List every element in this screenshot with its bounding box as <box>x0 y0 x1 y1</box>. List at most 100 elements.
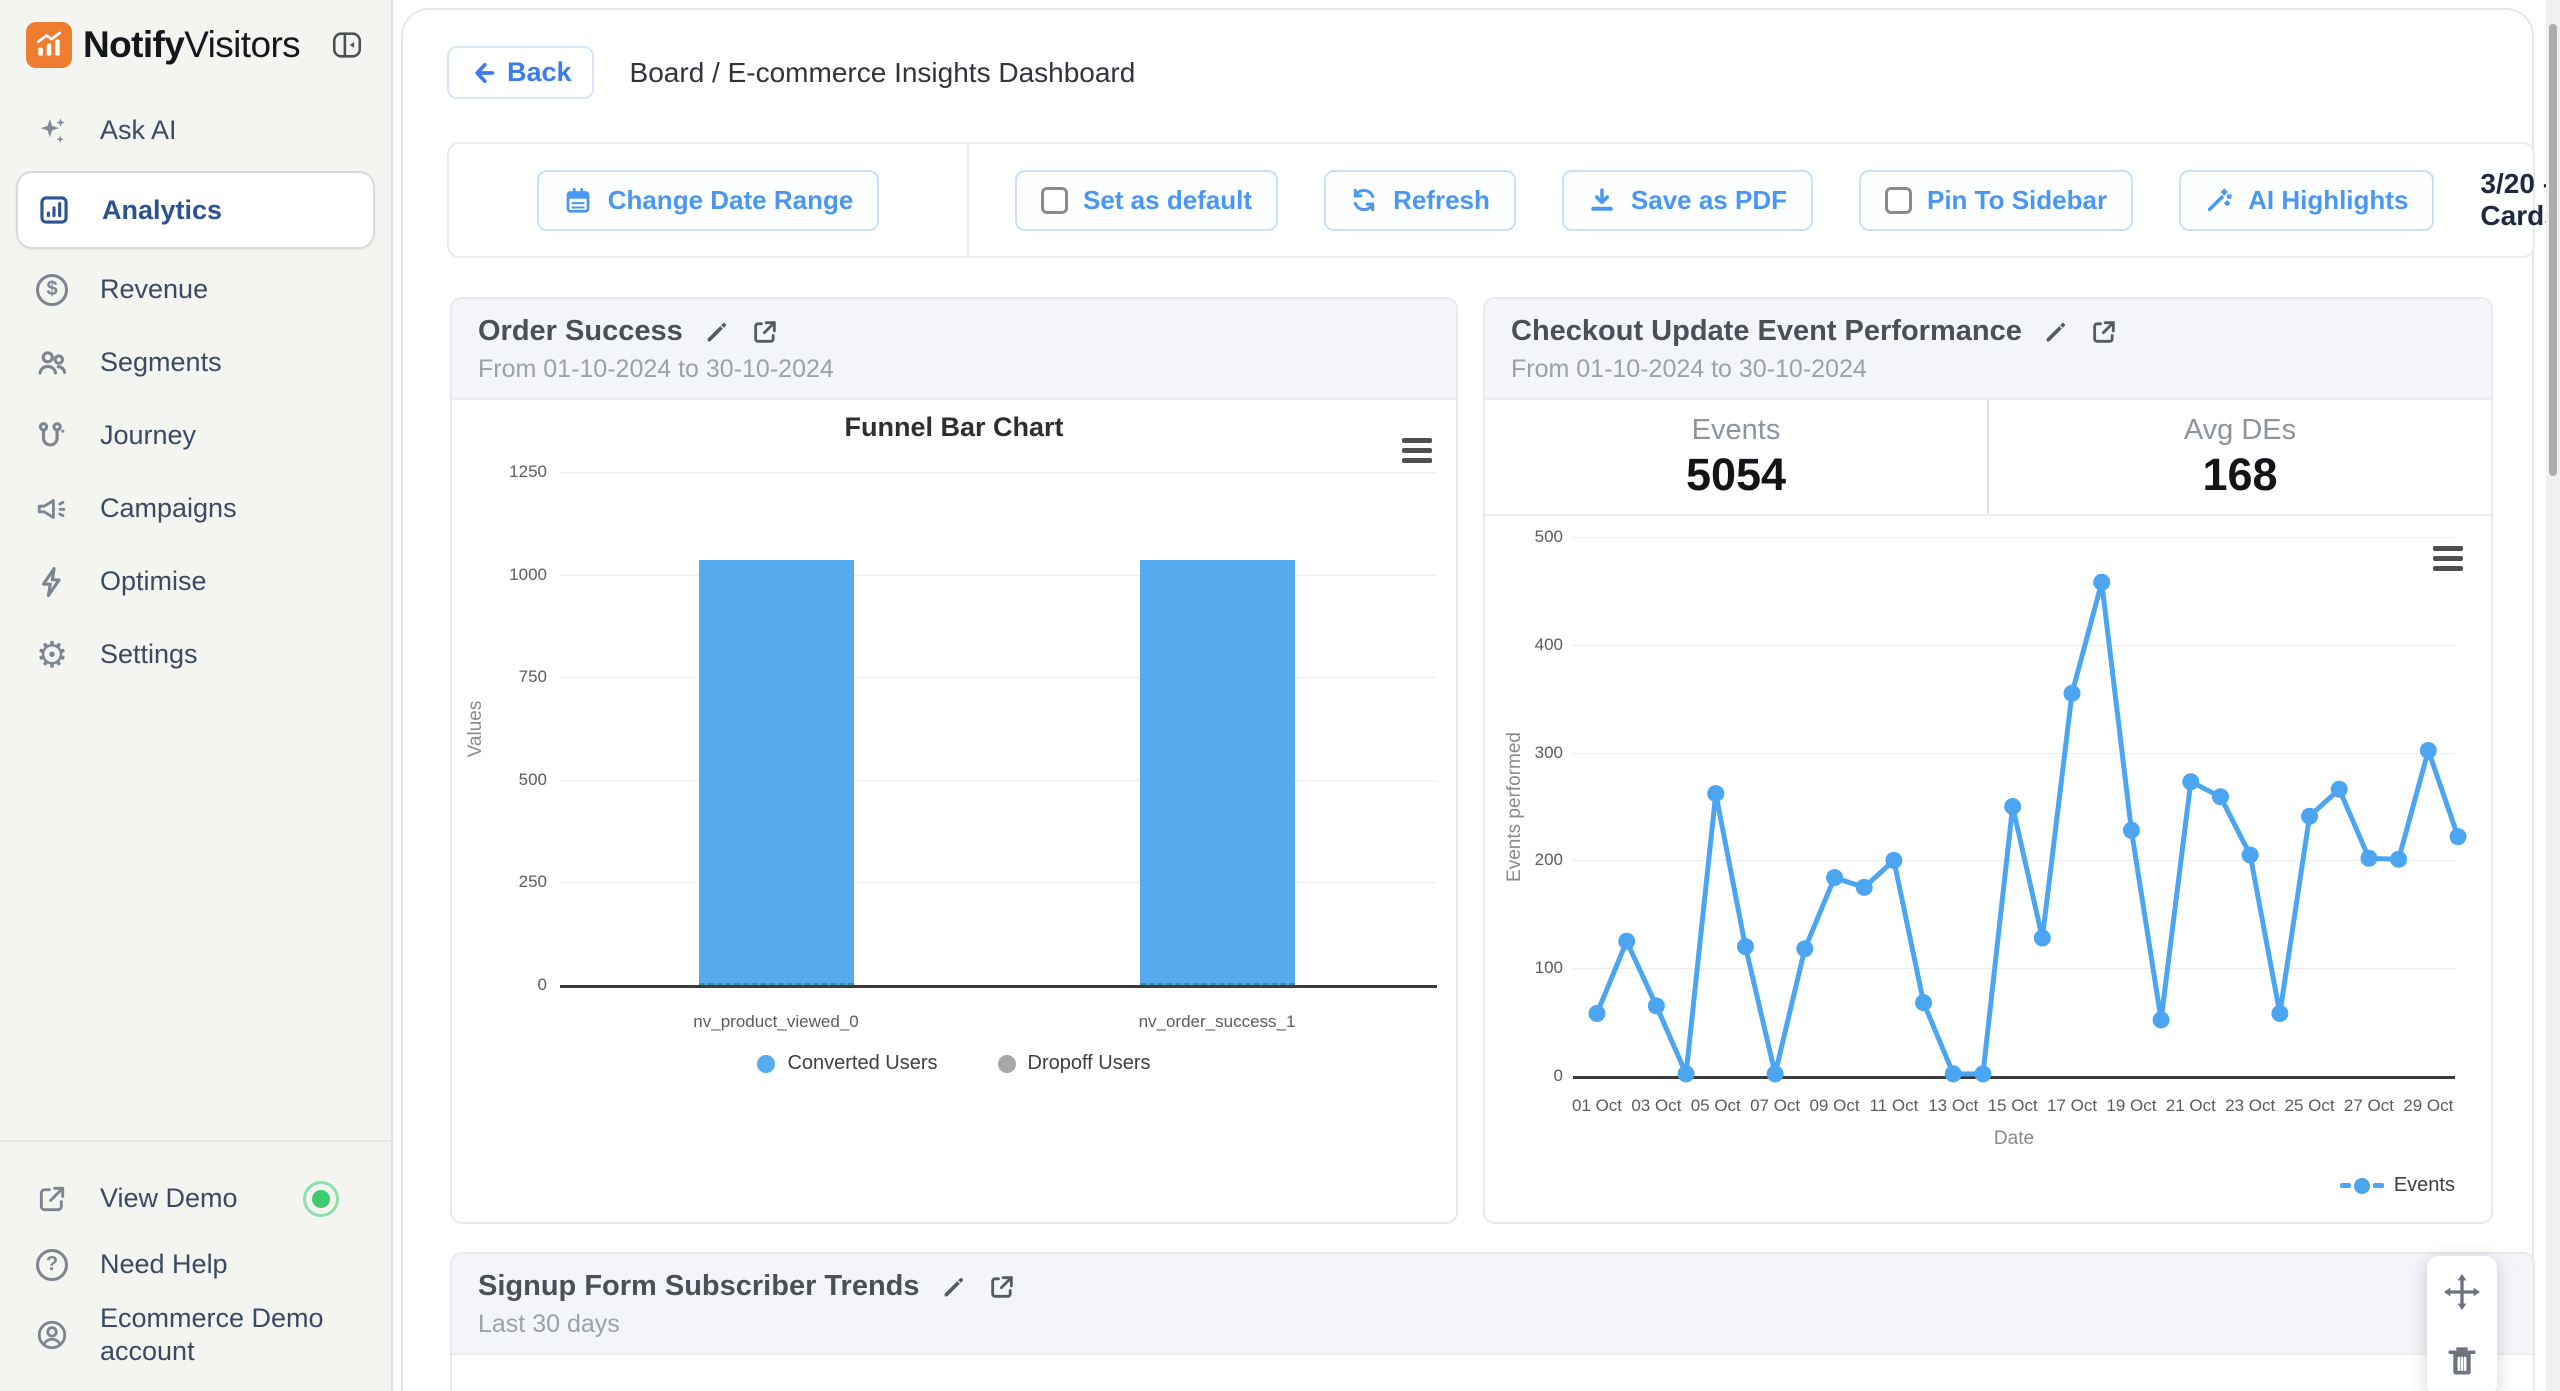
sidebar-item-optimise[interactable]: Optimise <box>0 545 391 618</box>
sidebar-collapse-icon[interactable] <box>329 28 365 62</box>
sidebar-item-need-help[interactable]: ? Need Help <box>0 1232 391 1298</box>
y-axis-title: Events performed <box>1504 732 1525 882</box>
edit-pencil-icon[interactable] <box>940 1273 968 1301</box>
move-card-button[interactable] <box>2442 1272 2482 1312</box>
x-axis-tick-label: 03 Oct <box>1631 1096 1682 1115</box>
open-external-icon[interactable] <box>988 1273 1016 1301</box>
card-checkout-performance: Checkout Update Event Performance <box>1483 297 2493 1224</box>
card-title: Signup Form Subscriber Trends <box>478 1270 920 1302</box>
open-external-icon[interactable] <box>751 318 779 346</box>
funnel-bar <box>698 560 854 985</box>
refresh-button[interactable]: Refresh <box>1324 169 1516 231</box>
sidebar-item-label: Journey <box>100 420 197 450</box>
data-point <box>1677 1065 1695 1083</box>
sidebar-item-label: Optimise <box>100 566 207 596</box>
data-point <box>2390 850 2408 868</box>
dashboard-toolbar: Change Date Range Set as default Refresh <box>447 142 2560 258</box>
scrollbar-thumb[interactable] <box>2549 24 2557 476</box>
data-point <box>2033 929 2051 947</box>
x-axis-title: Date <box>1993 1128 2035 1149</box>
set-as-default-button[interactable]: Set as default <box>1015 169 1279 231</box>
set-as-default-checkbox[interactable] <box>1041 186 1068 214</box>
pin-to-sidebar-button[interactable]: Pin To Sidebar <box>1858 169 2134 231</box>
gridline <box>560 574 1437 576</box>
stat-label: Avg DEs <box>2183 413 2297 446</box>
sidebar-item-label: View Demo <box>100 1182 238 1213</box>
x-axis-tick-label: 01 Oct <box>1571 1096 1623 1115</box>
data-point <box>1974 1065 1992 1083</box>
pin-to-sidebar-checkbox[interactable] <box>1884 186 1912 214</box>
stat-value: 5054 <box>1685 448 1787 500</box>
sidebar-item-ask-ai[interactable]: Ask AI <box>0 94 391 167</box>
save-as-pdf-button[interactable]: Save as PDF <box>1561 169 1813 231</box>
question-circle-icon: ? <box>32 1248 72 1281</box>
pin-to-sidebar-label: Pin To Sidebar <box>1926 184 2108 215</box>
sidebar-item-campaigns[interactable]: Campaigns <box>0 472 391 545</box>
data-point <box>2152 1011 2170 1029</box>
chart-menu-icon[interactable] <box>1402 438 1432 463</box>
brand-name-bold: Notify <box>83 24 185 65</box>
legend-item[interactable]: Dropoff Users <box>997 1052 1151 1075</box>
x-axis-tick-label: 11 Oct <box>1869 1096 1919 1115</box>
ai-highlights-button[interactable]: AI Highlights <box>2179 169 2435 231</box>
gridline <box>1573 860 2455 862</box>
y-axis-tick-label: 250 <box>518 872 547 892</box>
sidebar-nav: Ask AI Analytics $ Revenue <box>0 94 391 691</box>
journey-path-icon <box>32 419 72 453</box>
brand-row: NotifyVisitors <box>0 0 391 68</box>
magic-wand-icon <box>2208 188 2232 212</box>
y-axis-tick-label: 100 <box>1534 958 1563 978</box>
sidebar-item-revenue[interactable]: $ Revenue <box>0 253 391 326</box>
back-button[interactable]: Back <box>447 46 594 99</box>
sidebar-footer: View Demo ? Need Help Ecommerce Demo acc <box>0 1139 391 1391</box>
y-axis-tick-label: 500 <box>1534 527 1563 546</box>
sidebar-item-segments[interactable]: Segments <box>0 326 391 399</box>
card-subtitle: From 01-10-2024 to 30-10-2024 <box>1511 355 1867 383</box>
sidebar-item-journey[interactable]: Journey <box>0 399 391 472</box>
set-as-default-label: Set as default <box>1083 184 1253 215</box>
toolbar-right-segment: Set as default Refresh <box>969 144 2560 256</box>
data-point <box>1618 932 1636 950</box>
legend-dash <box>2339 1183 2351 1188</box>
brand-name-regular: Visitors <box>184 24 301 65</box>
edit-pencil-icon[interactable] <box>703 318 731 346</box>
data-point <box>1707 785 1725 803</box>
analytics-icon <box>34 193 74 227</box>
breadcrumb[interactable]: Board / E-commerce Insights Dashboard <box>629 56 1136 88</box>
y-axis-tick-label: 300 <box>1534 742 1563 762</box>
data-point <box>2301 807 2319 825</box>
sidebar-item-settings[interactable]: ⚙ Settings <box>0 618 391 691</box>
chart-menu-icon[interactable] <box>2433 546 2463 571</box>
card-header: Checkout Update Event Performance <box>1485 299 2491 400</box>
data-point <box>2004 798 2022 815</box>
x-axis-tick-label: 07 Oct <box>1750 1096 1801 1115</box>
sidebar-item-view-demo[interactable]: View Demo <box>0 1166 391 1232</box>
chart-title: Funnel Bar Chart <box>844 412 1064 442</box>
x-axis-tick-label: 05 Oct <box>1690 1096 1741 1115</box>
legend-marker <box>2339 1177 2384 1194</box>
x-axis-line <box>1573 1076 2455 1079</box>
cards-row: Order Success <box>450 297 2493 1224</box>
data-point <box>2093 573 2111 591</box>
sidebar-item-analytics[interactable]: Analytics <box>16 171 375 249</box>
x-axis-tick-label: 19 Oct <box>2106 1096 2157 1115</box>
x-axis-line <box>560 985 1437 988</box>
y-axis-tick-label: 400 <box>1534 634 1563 654</box>
open-external-icon[interactable] <box>2090 318 2118 346</box>
change-date-range-button[interactable]: Change Date Range <box>536 169 880 231</box>
dropoff-dashed-line <box>1139 983 1295 986</box>
delete-card-button[interactable] <box>2443 1342 2481 1380</box>
sidebar-item-account[interactable]: Ecommerce Demo account <box>0 1298 391 1374</box>
y-axis-tick-label: 0 <box>1553 1066 1563 1085</box>
dropoff-dashed-line <box>698 983 854 986</box>
edit-pencil-icon[interactable] <box>2042 318 2070 346</box>
y-axis-tick-label: 200 <box>1534 850 1563 870</box>
data-point <box>2271 1004 2289 1022</box>
brand-name: NotifyVisitors <box>83 24 301 66</box>
legend-item[interactable]: Converted Users <box>757 1052 938 1075</box>
line-series-canvas <box>1588 573 2467 1083</box>
refresh-icon <box>1353 188 1375 212</box>
data-point <box>2419 741 2437 759</box>
gridline <box>1573 968 2455 970</box>
x-axis-tick-label: 27 Oct <box>2343 1096 2394 1115</box>
